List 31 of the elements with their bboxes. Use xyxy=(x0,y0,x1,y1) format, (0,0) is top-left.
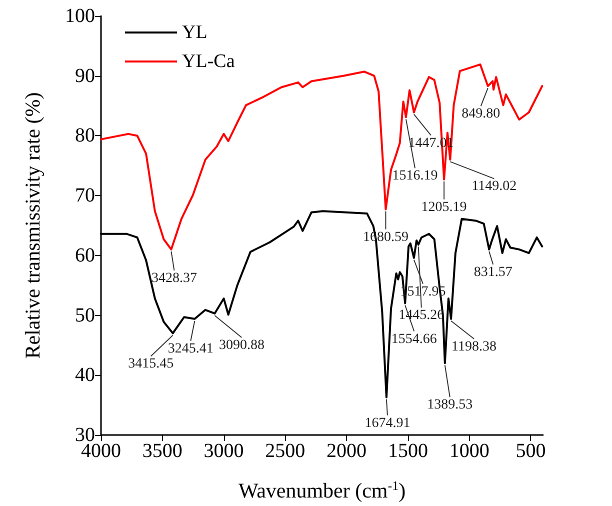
annotation: 1198.38 xyxy=(452,339,497,354)
x-tick-label: 1000 xyxy=(449,440,490,462)
x-tick-label: 1500 xyxy=(388,440,428,462)
y-tick-label: 80 xyxy=(75,124,95,147)
annotation: 1205.19 xyxy=(421,200,467,215)
annotation: 1554.66 xyxy=(391,332,437,347)
annotation: 1149.02 xyxy=(472,179,517,194)
x-tick-label: 2500 xyxy=(265,440,306,462)
y-tick-label: 100 xyxy=(65,5,95,27)
y-axis-title: Relative transmissivity rate (%) xyxy=(20,92,44,359)
y-tick-label: 40 xyxy=(75,364,95,386)
x-tick-label: 3000 xyxy=(204,440,244,462)
annotation: 3090.88 xyxy=(218,338,264,353)
y-tick-label: 70 xyxy=(75,184,95,207)
annotation: 3245.41 xyxy=(168,341,214,356)
annotation: 1674.91 xyxy=(364,416,410,431)
y-tick-label: 60 xyxy=(75,244,95,266)
annotation: 831.57 xyxy=(474,264,512,280)
y-tick-label: 50 xyxy=(75,304,95,326)
annotation: 1389.53 xyxy=(427,398,473,413)
x-tick-label: 2000 xyxy=(326,440,367,462)
legend-label: YL-Ca xyxy=(182,51,236,72)
annotation: 3415.45 xyxy=(128,356,174,372)
x-tick-label: 4000 xyxy=(81,440,121,462)
x-tick-label: 500 xyxy=(516,440,546,462)
x-tick-label: 3500 xyxy=(142,440,182,462)
annotation: 849.80 xyxy=(462,106,500,122)
legend-label: YL xyxy=(182,22,208,43)
annotation: 1516.19 xyxy=(392,168,438,184)
annotation: 3428.37 xyxy=(151,270,197,286)
y-tick-label: 90 xyxy=(75,64,95,87)
